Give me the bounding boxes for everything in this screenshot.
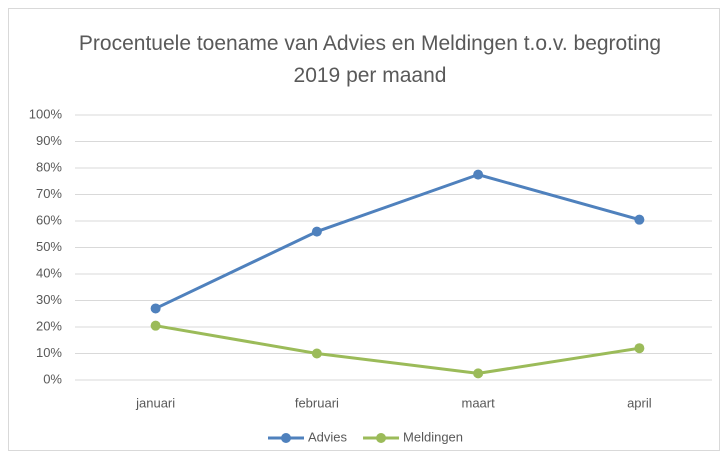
- chart-title: Procentuele toename van Advies en Meldin…: [78, 32, 662, 87]
- point: [150, 320, 161, 331]
- y-tick-label: 10%: [36, 345, 62, 360]
- legend-label: Meldingen: [403, 429, 463, 444]
- y-tick-label: 40%: [36, 265, 62, 280]
- y-tick-label: 50%: [36, 239, 62, 254]
- y-tick-label: 100%: [29, 106, 63, 121]
- x-tick-label: maart: [462, 395, 496, 410]
- x-tick-label: januari: [135, 395, 175, 410]
- x-tick-label: februari: [295, 395, 339, 410]
- series-line: [154, 173, 641, 310]
- y-tick-label: 90%: [36, 133, 62, 148]
- point: [311, 348, 322, 359]
- point: [473, 368, 484, 379]
- x-tick-label: april: [627, 395, 652, 410]
- point: [311, 226, 322, 237]
- y-tick-label: 20%: [36, 318, 62, 333]
- legend-swatch-marker: [281, 433, 291, 443]
- y-tick-label: 30%: [36, 292, 62, 307]
- y-tick-label: 70%: [36, 186, 62, 201]
- point: [634, 343, 645, 354]
- y-tick-label: 0%: [43, 371, 62, 386]
- legend-swatch-marker: [376, 433, 387, 443]
- point: [473, 169, 484, 180]
- series-line: [154, 324, 641, 375]
- chart-border: [8, 8, 720, 451]
- point: [150, 303, 161, 314]
- y-tick-label: 80%: [36, 159, 62, 174]
- point: [634, 214, 645, 225]
- legend-label: Advies: [308, 429, 348, 444]
- y-tick-label: 60%: [36, 212, 62, 227]
